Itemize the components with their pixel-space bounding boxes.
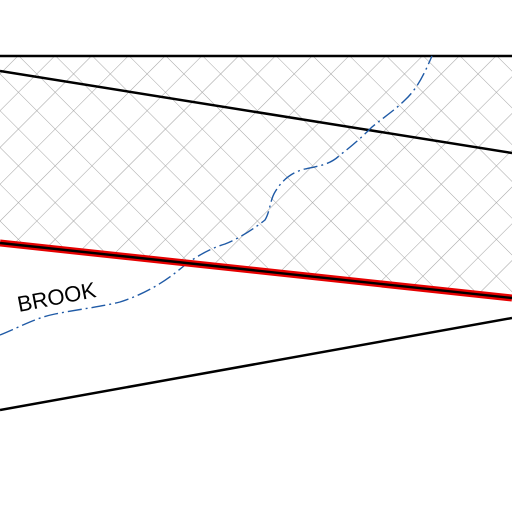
brook-stream-line bbox=[0, 55, 433, 336]
hatched-area bbox=[0, 56, 512, 298]
highlighted-road-core bbox=[0, 241, 512, 300]
lower-diagonal-boundary bbox=[0, 316, 512, 412]
upper-diagonal-boundary bbox=[0, 69, 512, 155]
